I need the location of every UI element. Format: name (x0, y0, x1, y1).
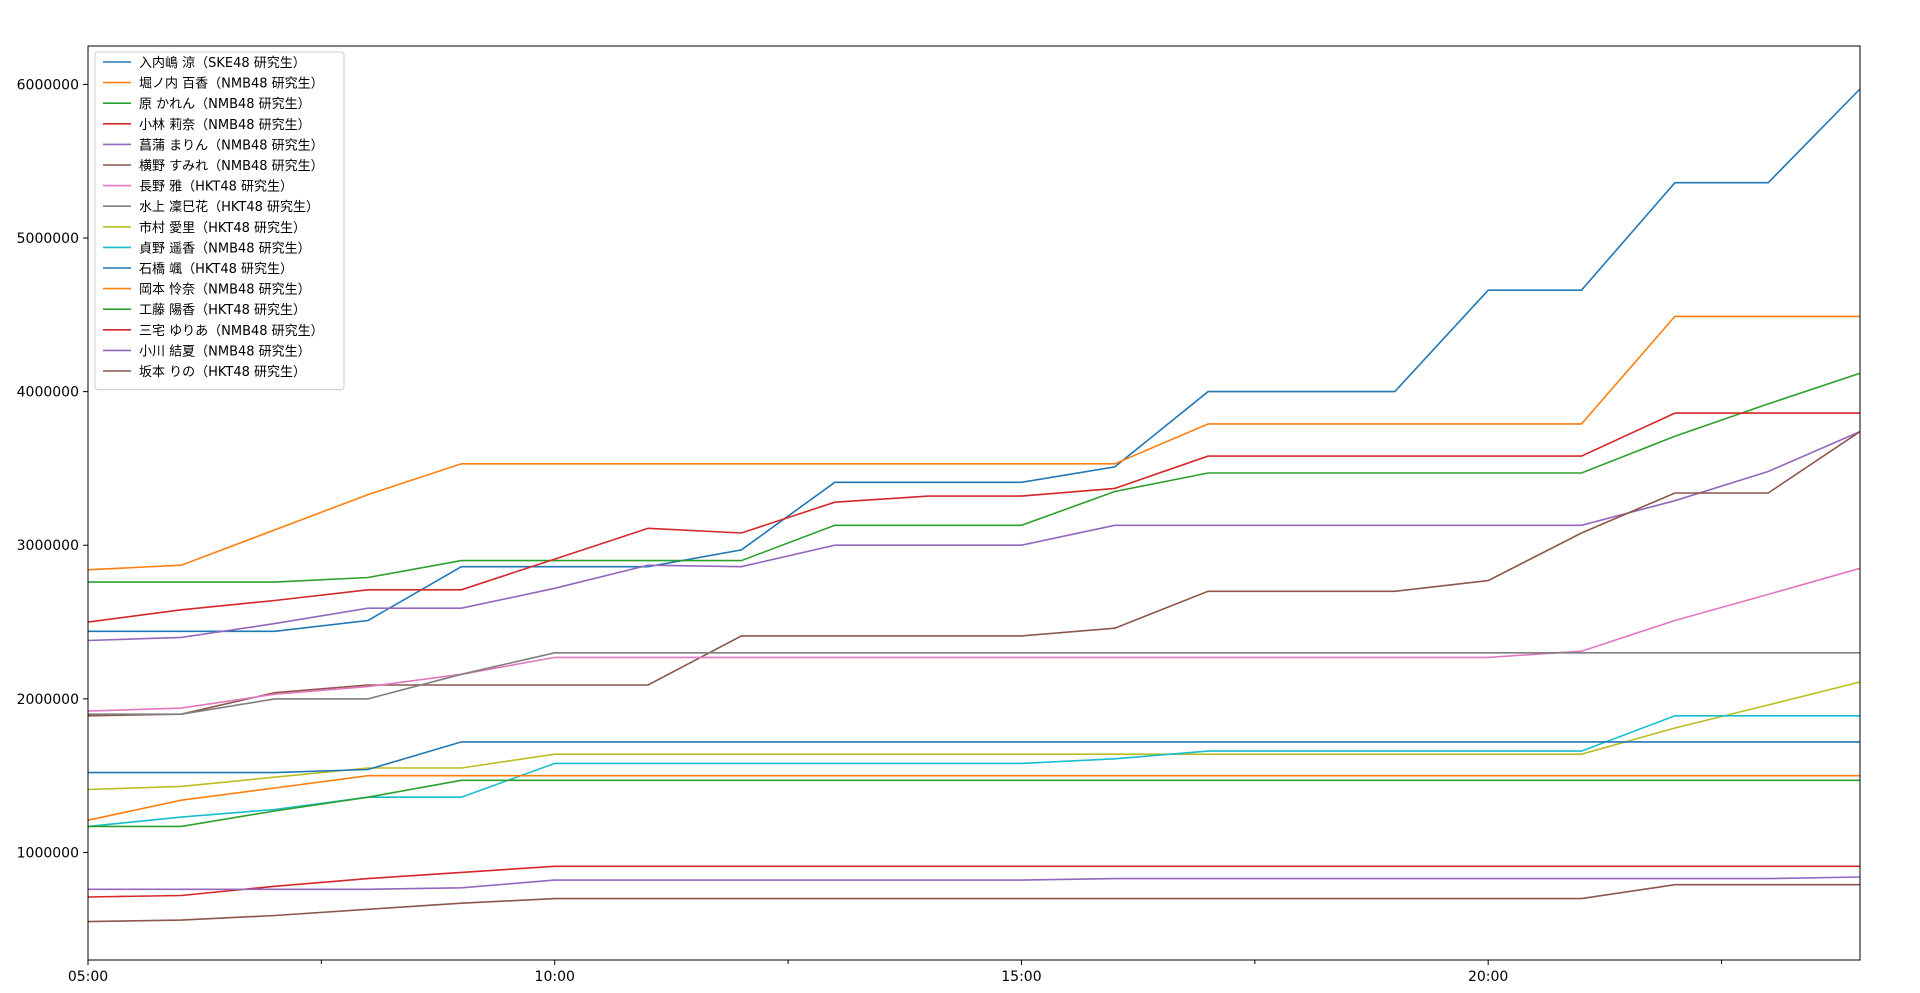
legend-label: 小林 莉奈（NMB48 研究生） (139, 118, 311, 133)
x-tick-label: 20:00 (1468, 969, 1508, 985)
legend-label: 三宅 ゆりあ（NMB48 研究生） (139, 324, 324, 339)
series-line-2 (87, 315, 1860, 571)
legend-label: 入内嶋 涼（SKE48 研究生） (139, 55, 306, 71)
series-layer (87, 88, 1861, 923)
legend-label: 原 かれん（NMB48 研究生） (139, 97, 311, 112)
series-line-15 (88, 876, 1861, 891)
axes-layer: 1000000 2000000 3000000 4000000 5000000 60000… (17, 45, 1861, 985)
y-tick-label: 6000000 (17, 77, 79, 93)
x-tick-label: 05:00 (68, 969, 108, 985)
series-line-12 (87, 774, 1860, 821)
legend-label: 市村 愛里（HKT48 研究生） (139, 220, 306, 236)
legend-label: 堀ノ内 百香（NMB48 研究生） (139, 76, 324, 92)
series-line-16 (87, 883, 1860, 923)
legend-label: 坂本 りの（HKT48 研究生） (139, 365, 306, 380)
plot-frame (87, 45, 1861, 961)
legend-label: 石橋 颯（HKT48 研究生） (139, 262, 293, 277)
legend-label: 小川 結夏（NMB48 研究生） (139, 344, 311, 359)
series-line-8 (88, 651, 1860, 716)
y-tick-label: 4000000 (17, 385, 79, 401)
legend-label: 工藤 陽香（HKT48 研究生） (139, 303, 306, 318)
series-line-13 (88, 779, 1860, 828)
series-line-5 (87, 430, 1861, 642)
legend-label: 水上 凜巳花（HKT48 研究生） (139, 199, 319, 215)
x-tick-label: 15:00 (1001, 969, 1041, 985)
y-tick-label: 5000000 (17, 231, 79, 247)
y-tick-label: 3000000 (17, 538, 79, 554)
series-line-9 (87, 681, 1861, 791)
legend: 入内嶋 涼（SKE48 研究生） 堀ノ内 百香（NMB48 研究生） 原 かれん（N… (94, 51, 345, 391)
series-line-4 (87, 412, 1860, 623)
legend-label: 菖蒲 まりん（NMB48 研究生） (139, 138, 324, 153)
series-line-11 (88, 741, 1860, 774)
y-tick-label: 1000000 (17, 845, 79, 861)
x-tick-label: 10:00 (535, 969, 575, 985)
legend-label: 貞野 遥香（NMB48 研究生） (139, 241, 311, 256)
plot-area (88, 46, 1860, 960)
legend-label: 長野 雅（HKT48 研究生） (139, 180, 293, 195)
series-line-14 (87, 865, 1860, 898)
series-line-10 (87, 714, 1860, 828)
series-line-1 (88, 88, 1861, 633)
legend-label: 岡本 怜奈（NMB48 研究生） (139, 283, 311, 298)
legend-label: 横野 すみれ（NMB48 研究生） (139, 159, 324, 174)
y-tick-label: 2000000 (17, 692, 79, 708)
legend-box (94, 51, 345, 391)
series-line-3 (88, 372, 1861, 583)
